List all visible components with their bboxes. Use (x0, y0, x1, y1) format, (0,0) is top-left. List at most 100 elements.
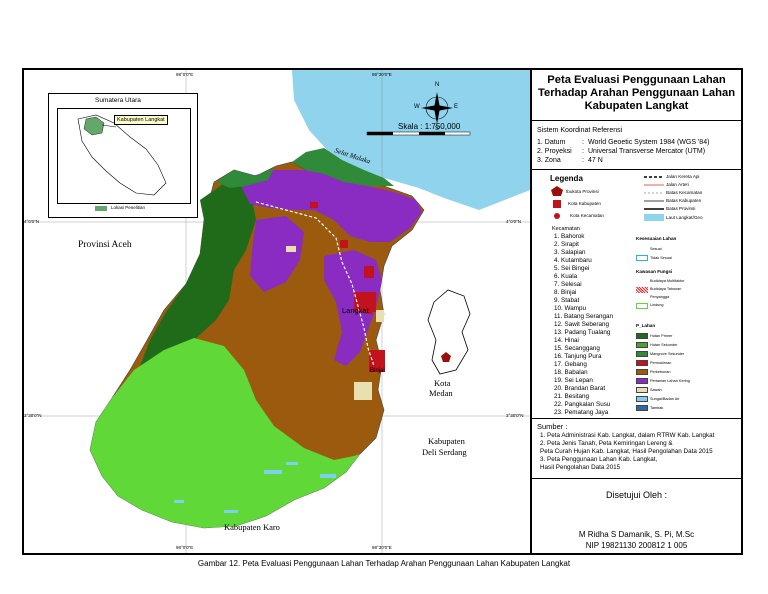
pertanian-north (238, 170, 422, 242)
legend-jalan-kereta-api: Jalan Kereta Api (666, 174, 700, 179)
kesesuaian-sesuai: Sesuai (650, 247, 662, 251)
label-provinsi-aceh: Provinsi Aceh (78, 240, 132, 250)
inset-callout: Kabupaten Langkat (114, 115, 168, 125)
kawasan-swatch-penyangga (636, 295, 648, 301)
kawasan-swatch-lindung (636, 303, 648, 309)
plahan-swatch (636, 369, 648, 375)
approver-nip: NIP 19821130 200812 1 005 (585, 541, 688, 550)
kesesuaian-tidak-sesuai: Tidak Sesuai (650, 256, 672, 260)
kecamatan-item: 9. Stabat (554, 297, 580, 304)
kecamatan-title: Kecamatan (552, 226, 580, 232)
plahan-swatch (636, 342, 648, 348)
legend-batas-provinsi: Batas Provinsi (666, 206, 696, 211)
kecamatan-item: 20. Brandan Barat (554, 385, 606, 392)
legend-jalan-arteri: Jalan Arteri (666, 182, 689, 187)
title-line-3: Kabupaten Langkat (584, 100, 689, 112)
kawasan-lindung: Lindung (650, 303, 664, 307)
north-arrow (421, 92, 453, 124)
kecamatan-item: 7. Selesai (554, 281, 582, 288)
plahan-swatch (636, 351, 648, 357)
pertanian-central (250, 216, 304, 292)
coordinate-row: 3. Zona:47 N (537, 157, 603, 164)
kecamatan-item: 8. Binjai (554, 289, 577, 296)
ibukota-provinsi-marker (441, 352, 451, 362)
coordinate-row: 1. Datum: World Geoetic System 1984 (WGS … (537, 139, 710, 146)
label-deli-serdang-1: Kabupaten (428, 436, 465, 446)
kecamatan-item: 22. Pangkalan Susu (554, 401, 611, 408)
inset-frame: Kabupaten Langkat (57, 108, 191, 204)
tick-top-2: 98°30'0"E (372, 72, 392, 77)
tick-right-2: 3°30'0"N (506, 413, 524, 418)
kecamatan-item: 1. Bahorok (554, 233, 585, 240)
kecamatan-item: 16. Tanjung Pura (554, 353, 602, 360)
label-kota-medan-2: Medan (429, 388, 453, 398)
legend-laut: Laut Langkat/Geo (666, 215, 703, 220)
plahan-item: Hutan Primer (650, 334, 673, 338)
kecamatan-item: 10. Wampu (554, 305, 586, 312)
kecamatan-item: 14. Hinai (554, 337, 579, 344)
divider (532, 120, 741, 121)
mangrove-nw (216, 168, 274, 188)
tick-right-1: 4°0'0"N (506, 219, 522, 224)
kesesuaian-swatch-sesuai (636, 246, 648, 252)
kota-medan-boundary (427, 289, 471, 375)
legend-point-symbols (551, 186, 563, 219)
legend-kota-kecamatan: Kota Kecamatan (570, 213, 604, 218)
inset-legend-swatch (95, 206, 107, 211)
figure-caption: Gambar 12. Peta Evaluasi Penggunaan Laha… (197, 559, 571, 568)
label-binjai: Binjai (370, 368, 385, 374)
kesesuaian-swatch-tidak (636, 255, 648, 261)
divider (532, 478, 741, 479)
legend-ibukota-provinsi: Ibukota Provinsi (566, 189, 599, 194)
legend-batas-kecamatan: Batas Kecamatan (666, 190, 703, 195)
inset-langkat (83, 116, 105, 136)
plahan-swatch (636, 396, 648, 402)
source-item: 1. Peta Administrasi Kab. Langkat, dalam… (540, 432, 715, 439)
title-line-1: Peta Evaluasi Penggunaan Lahan (547, 74, 726, 86)
kota-kabupaten-marker (366, 308, 372, 314)
label-karo: Kabupaten Karo (224, 522, 280, 532)
sawah (286, 246, 384, 400)
kawasan-multifaktor: Budidaya Multifaktor (650, 279, 685, 283)
permukiman (310, 202, 385, 372)
tick-left-2: 3°30'0"N (24, 413, 42, 418)
plahan-swatch (636, 333, 648, 339)
legend-line-symbols (644, 176, 664, 221)
kawasan-swatch-tahunan (636, 287, 648, 293)
hutan-primer-west (140, 180, 256, 374)
compass-s: S (435, 126, 440, 132)
pertanian-east (324, 250, 382, 366)
map-canvas (24, 70, 530, 553)
map-title: Peta Evaluasi Penggunaan Lahan Terhadap … (532, 74, 741, 113)
kecamatan-item: 18. Babalan (554, 369, 588, 376)
divider (532, 169, 741, 170)
plahan-item: Mangrove Sekunder (650, 352, 685, 356)
plahan-item: Perkebunan (650, 370, 671, 374)
title-line-2: Terhadap Arahan Penggunaan Lahan (537, 87, 736, 99)
legend-title: Legenda (550, 174, 583, 183)
kecamatan-item: 23. Pematang Jaya (554, 409, 609, 416)
kesesuaian-title: Kesesuaian Lahan (636, 236, 677, 241)
tick-bottom-2: 98°30'0"E (372, 545, 392, 550)
kawasan-penyangga: Penyangga (650, 295, 670, 299)
plahan-swatch (636, 360, 648, 366)
hutan-sekunder-southwest (90, 338, 360, 528)
plahan-item: Hutan Sekunder (650, 343, 678, 347)
plahan-item: Sungai/Badan Air (650, 397, 680, 401)
kecamatan-item: 6. Kuala (554, 273, 578, 280)
kawasan-swatch-multifaktor (636, 279, 648, 285)
kecamatan-item: 11. Batang Serangan (554, 313, 614, 320)
kecamatan-item: 19. Sei Lepan (554, 377, 593, 384)
plahan-title: P_Lahan (636, 323, 656, 328)
kecamatan-item: 21. Besitang (554, 393, 590, 400)
inset-legend-label: Lokasi Penelitian (111, 205, 146, 210)
divider (532, 418, 741, 419)
kecamatan-item: 5. Sei Bingei (554, 265, 590, 272)
scale-label: Skala : 1:750,000 (398, 122, 461, 131)
legend-kota-kabupaten: Kota Kabupaten (568, 201, 601, 206)
railway (255, 201, 375, 367)
kecamatan-item: 17. Gebang (554, 361, 587, 368)
source-item: 3. Peta Penggunaan Lahan Kab. Langkat, (540, 456, 658, 463)
compass-w: W (414, 104, 420, 110)
tick-top-1: 98°0'0"E (176, 72, 194, 77)
